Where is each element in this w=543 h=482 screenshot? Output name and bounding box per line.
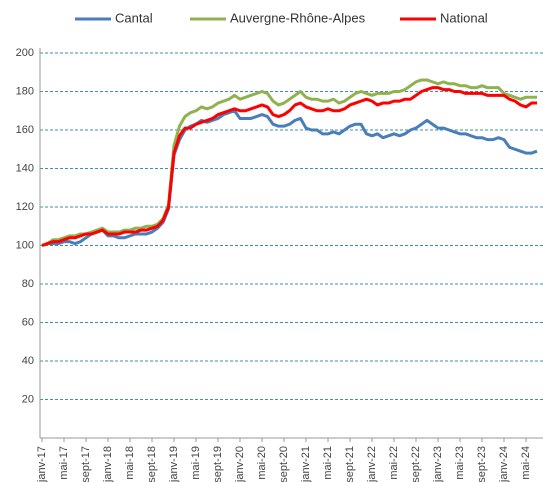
legend-label: Cantal [115, 10, 153, 25]
x-tick-label: janv-19 [168, 446, 180, 482]
x-tick-label: janv-18 [102, 446, 114, 482]
x-tick-label: mai-23 [454, 446, 466, 480]
y-tick-label: 60 [22, 316, 34, 328]
x-tick-label: janv-24 [498, 446, 510, 482]
x-tick-label: sept-22 [410, 446, 422, 482]
x-tick-label: sept-23 [476, 446, 488, 482]
x-tick-label: mai-20 [256, 446, 268, 480]
y-tick-label: 40 [22, 355, 34, 367]
x-tick-label: mai-19 [190, 446, 202, 480]
y-tick-label: 140 [16, 162, 34, 174]
x-tick-label: mai-17 [58, 446, 70, 480]
y-tick-label: 100 [16, 239, 34, 251]
x-tick-label: mai-18 [124, 446, 136, 480]
y-tick-label: 180 [16, 85, 34, 97]
series-line [41, 86, 537, 247]
y-tick-label: 20 [22, 393, 34, 405]
x-tick-label: sept-19 [212, 446, 224, 482]
series-line [41, 78, 537, 247]
x-tick-label: sept-17 [80, 446, 92, 482]
y-tick-label: 120 [16, 201, 34, 213]
y-tick-label: 160 [16, 124, 34, 136]
y-tick-label: 200 [16, 47, 34, 59]
x-tick-label: sept-20 [278, 446, 290, 482]
x-tick-label: sept-18 [146, 446, 158, 482]
x-tick-label: sept-21 [344, 446, 356, 482]
x-tick-label: mai-21 [322, 446, 334, 480]
legend-label: Auvergne-Rhône-Alpes [230, 10, 366, 25]
x-tick-label: janv-21 [300, 446, 312, 482]
x-tick-label: janv-23 [432, 446, 444, 482]
series-line [41, 109, 538, 247]
x-tick-label: mai-24 [520, 446, 532, 480]
x-tick-label: janv-20 [234, 446, 246, 482]
legend-label: National [440, 10, 488, 25]
x-tick-label: mai-22 [388, 446, 400, 480]
x-tick-label: janv-17 [36, 446, 48, 482]
x-tick-label: janv-22 [366, 446, 378, 482]
y-tick-label: 80 [22, 278, 34, 290]
